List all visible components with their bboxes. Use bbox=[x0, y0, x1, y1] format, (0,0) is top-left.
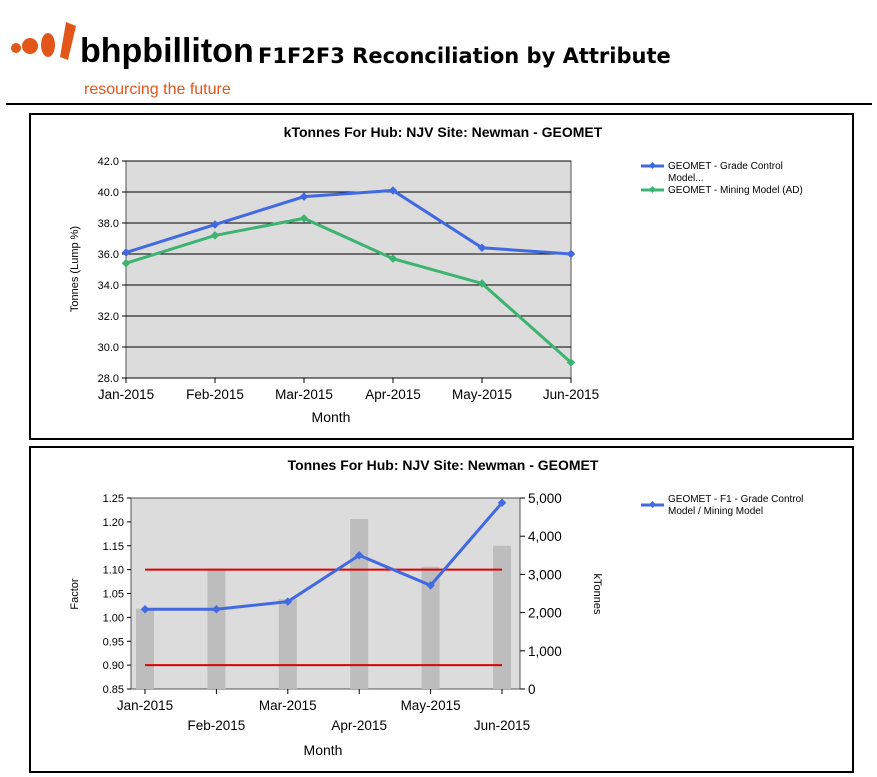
y-tick-label: 1.15 bbox=[103, 541, 124, 553]
legend-label-f1: GEOMET - F1 - Grade Control Model / Mini… bbox=[668, 494, 806, 517]
x-tick-label: Apr-2015 bbox=[365, 387, 421, 402]
line-chart-svg: kTonnes For Hub: NJV Site: Newman - GEOM… bbox=[69, 124, 803, 425]
y2-axis-label: kTonnes bbox=[591, 574, 603, 615]
y-tick-label: 34.0 bbox=[98, 280, 119, 292]
y-tick-label: 32.0 bbox=[98, 311, 119, 323]
chart-panel-lump-percent: kTonnes For Hub: NJV Site: Newman - GEOM… bbox=[29, 113, 854, 440]
data-point bbox=[388, 254, 398, 263]
legend: GEOMET - Grade Control Model... GEOMET - … bbox=[641, 161, 803, 196]
data-point bbox=[121, 248, 131, 257]
chart-panel-factor: Tonnes For Hub: NJV Site: Newman - GEOME… bbox=[29, 446, 854, 773]
y-axis-ticks: 0.85 0.90 0.95 1.00 1.05 1.10 1.15 1.20 1.25 bbox=[103, 493, 131, 696]
data-point bbox=[477, 243, 487, 253]
series-lines bbox=[121, 186, 576, 367]
data-point bbox=[299, 214, 309, 223]
chart-title: Tonnes For Hub: NJV Site: Newman - GEOME… bbox=[288, 457, 599, 473]
x-tick-label: Jun-2015 bbox=[474, 718, 530, 733]
tonnes-bar bbox=[350, 519, 369, 689]
data-point bbox=[121, 259, 131, 268]
y-axis-label: Tonnes (Lump %) bbox=[69, 226, 81, 312]
data-point bbox=[210, 231, 220, 240]
legend-label-mining-model: GEOMET - Mining Model (AD) bbox=[668, 185, 803, 196]
plot-area bbox=[130, 497, 521, 690]
y-tick-label: 0.95 bbox=[103, 636, 124, 648]
y-tick-label: 42.0 bbox=[98, 156, 119, 168]
y-tick-label: 40.0 bbox=[98, 187, 119, 199]
data-point bbox=[566, 358, 576, 367]
logo-dots-icon bbox=[11, 22, 76, 60]
legend-label-grade-control: GEOMET - Grade Control Model... bbox=[668, 161, 783, 184]
x-tick-label: May-2015 bbox=[401, 698, 461, 713]
gridlines bbox=[126, 160, 571, 379]
y-axis-ticks: 28.0 30.0 32.0 34.0 36.0 38.0 40.0 42.0 bbox=[98, 156, 126, 385]
y-tick-label: 1.05 bbox=[103, 589, 124, 601]
data-point bbox=[426, 581, 435, 590]
y2-tick-label: 3,000 bbox=[528, 567, 562, 582]
x-tick-label: Feb-2015 bbox=[188, 718, 246, 733]
y-tick-label: 0.85 bbox=[103, 684, 124, 696]
y-tick-label: 1.00 bbox=[103, 612, 124, 624]
x-axis-label: Month bbox=[312, 409, 351, 425]
legend: GEOMET - F1 - Grade Control Model / Mini… bbox=[641, 494, 806, 517]
logo-wordmark: bhpbilliton bbox=[80, 32, 254, 70]
x-tick-label: Mar-2015 bbox=[275, 387, 333, 402]
y-tick-label: 28.0 bbox=[98, 373, 119, 385]
x-tick-label: May-2015 bbox=[452, 387, 512, 402]
x-tick-label: Mar-2015 bbox=[259, 698, 317, 713]
y-tick-label: 1.25 bbox=[103, 493, 124, 505]
x-axis-label: Month bbox=[304, 742, 343, 758]
y-tick-label: 1.10 bbox=[103, 565, 124, 577]
data-point bbox=[388, 186, 398, 195]
header-divider bbox=[6, 103, 872, 105]
tonnes-bar bbox=[136, 608, 154, 689]
page-title: F1F2F3 Reconciliation by Attribute bbox=[258, 44, 671, 68]
chart-title: kTonnes For Hub: NJV Site: Newman - GEOM… bbox=[284, 124, 603, 140]
tonnes-bar bbox=[207, 568, 226, 689]
x-axis-ticks: Jan-2015 Feb-2015 Mar-2015 Apr-2015 May-2015… bbox=[98, 378, 599, 402]
data-point bbox=[354, 551, 364, 560]
x-tick-label: Jan-2015 bbox=[117, 698, 173, 713]
series-line-0 bbox=[145, 501, 504, 611]
y2-axis-ticks: 0 1,000 2,000 3,000 4,000 5,000 bbox=[520, 491, 562, 697]
y2-tick-label: 1,000 bbox=[528, 644, 562, 659]
x-tick-label: Jan-2015 bbox=[98, 387, 154, 402]
tonnes-bars bbox=[136, 519, 511, 689]
bhp-billiton-logo: bhpbilliton resourcing the future bbox=[11, 22, 254, 98]
y2-tick-label: 0 bbox=[528, 682, 536, 697]
y2-tick-label: 5,000 bbox=[528, 491, 562, 506]
tonnes-bar bbox=[493, 545, 511, 689]
data-point bbox=[210, 220, 220, 229]
report-header: bhpbilliton resourcing the future F1F2F3… bbox=[0, 0, 877, 104]
data-point bbox=[497, 498, 507, 508]
tonnes-bar bbox=[421, 566, 440, 689]
series-line-1 bbox=[125, 216, 572, 364]
x-tick-label: Feb-2015 bbox=[186, 387, 244, 402]
tonnes-bar bbox=[278, 599, 297, 689]
x-tick-label: Apr-2015 bbox=[331, 718, 387, 733]
data-point bbox=[477, 279, 487, 288]
y-tick-label: 1.20 bbox=[103, 517, 124, 529]
y-tick-label: 38.0 bbox=[98, 218, 119, 230]
x-tick-label: Jun-2015 bbox=[543, 387, 599, 402]
combo-chart-svg: Tonnes For Hub: NJV Site: Newman - GEOME… bbox=[69, 457, 806, 758]
data-point bbox=[299, 192, 309, 201]
y-tick-label: 0.90 bbox=[103, 660, 124, 672]
series-line-0 bbox=[125, 188, 572, 256]
logo-tagline: resourcing the future bbox=[84, 81, 231, 98]
y-tick-label: 36.0 bbox=[98, 249, 119, 261]
y2-tick-label: 4,000 bbox=[528, 529, 562, 544]
x-axis-ticks: Jan-2015 Feb-2015 Mar-2015 Apr-2015 May-2015… bbox=[117, 689, 530, 733]
y2-tick-label: 2,000 bbox=[528, 606, 562, 621]
y-tick-label: 30.0 bbox=[98, 342, 119, 354]
plot-area bbox=[125, 160, 572, 379]
y-axis-label: Factor bbox=[69, 578, 81, 610]
